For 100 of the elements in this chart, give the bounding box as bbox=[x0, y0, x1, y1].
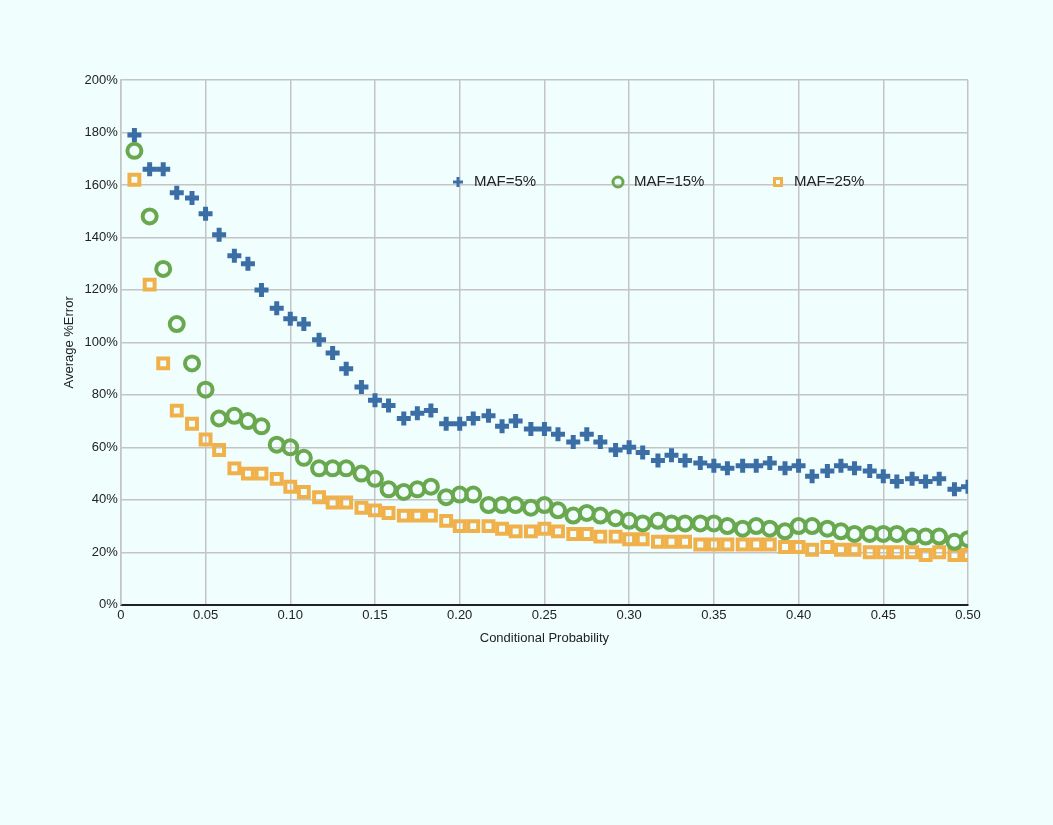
point bbox=[125, 141, 144, 160]
point bbox=[182, 188, 202, 208]
point bbox=[323, 343, 343, 363]
point bbox=[450, 414, 470, 434]
point bbox=[593, 529, 608, 544]
point bbox=[693, 537, 708, 552]
point bbox=[876, 545, 891, 560]
y-tick-label: 60% bbox=[91, 438, 119, 454]
point bbox=[312, 490, 327, 505]
point bbox=[506, 411, 526, 431]
point bbox=[521, 498, 540, 517]
point bbox=[577, 503, 596, 522]
point bbox=[351, 377, 371, 397]
point bbox=[225, 406, 244, 425]
point bbox=[847, 542, 862, 557]
point bbox=[267, 298, 287, 318]
point bbox=[410, 508, 425, 523]
point bbox=[452, 519, 467, 534]
point bbox=[379, 480, 398, 499]
point bbox=[154, 259, 173, 278]
point bbox=[929, 469, 949, 489]
point bbox=[479, 496, 498, 515]
y-tick-label: 160% bbox=[84, 176, 119, 192]
y-tick-label: 80% bbox=[91, 386, 119, 402]
y-tick-label: 20% bbox=[91, 543, 119, 559]
point bbox=[905, 545, 920, 560]
x-tick-label: 0.20 bbox=[447, 607, 473, 623]
point bbox=[760, 453, 780, 473]
point bbox=[678, 534, 692, 549]
point bbox=[421, 477, 440, 496]
y-tick-label: 100% bbox=[84, 333, 119, 349]
x-tick-label: 0.30 bbox=[616, 607, 642, 623]
point bbox=[608, 529, 623, 544]
point bbox=[690, 453, 710, 473]
point bbox=[523, 524, 538, 539]
point bbox=[833, 542, 848, 557]
point bbox=[749, 537, 764, 552]
point bbox=[396, 508, 411, 523]
y-tick-label: 40% bbox=[91, 491, 119, 507]
point bbox=[831, 456, 851, 476]
point bbox=[196, 204, 216, 224]
y-tick-label: 120% bbox=[84, 281, 119, 297]
legend-label: MAF=5% bbox=[474, 172, 537, 190]
point bbox=[281, 438, 300, 457]
point bbox=[210, 409, 229, 428]
point bbox=[183, 354, 202, 373]
point bbox=[818, 519, 837, 538]
y-axis-title: Average %Error bbox=[61, 295, 77, 389]
point bbox=[718, 517, 737, 536]
x-tick-label: 0 bbox=[117, 607, 125, 623]
y-tick-label: 180% bbox=[84, 124, 119, 140]
point bbox=[492, 416, 512, 436]
point bbox=[124, 125, 144, 145]
point bbox=[676, 514, 695, 533]
point bbox=[717, 458, 737, 478]
point bbox=[283, 479, 298, 494]
point bbox=[140, 207, 159, 226]
y-tick-label: 0% bbox=[99, 596, 119, 612]
x-tick-label: 0.45 bbox=[870, 607, 896, 623]
point bbox=[394, 409, 414, 428]
point bbox=[944, 479, 964, 499]
point bbox=[916, 527, 935, 546]
point bbox=[269, 471, 284, 486]
point bbox=[167, 183, 187, 203]
point bbox=[254, 466, 269, 481]
point bbox=[889, 545, 904, 560]
point bbox=[563, 432, 583, 452]
point bbox=[887, 524, 906, 543]
point bbox=[252, 417, 271, 436]
y-tick-label: 200% bbox=[84, 71, 119, 87]
point bbox=[421, 401, 441, 421]
point bbox=[775, 458, 795, 478]
point bbox=[127, 172, 142, 187]
point bbox=[209, 225, 229, 245]
point bbox=[805, 542, 820, 557]
point bbox=[564, 506, 583, 525]
point bbox=[720, 537, 735, 552]
point bbox=[506, 496, 525, 515]
point bbox=[337, 459, 356, 478]
point bbox=[495, 521, 510, 536]
point bbox=[310, 459, 329, 478]
x-axis-title: Conditional Probability bbox=[479, 629, 610, 645]
point bbox=[439, 513, 454, 528]
point bbox=[238, 412, 257, 431]
point bbox=[508, 524, 523, 539]
point bbox=[309, 330, 329, 350]
x-tick-label: 0.25 bbox=[531, 607, 558, 623]
x-tick-label: 0.05 bbox=[192, 607, 219, 623]
point bbox=[466, 519, 481, 534]
point bbox=[551, 524, 565, 539]
point bbox=[153, 159, 173, 179]
point bbox=[932, 545, 947, 560]
x-tick-label: 0.35 bbox=[701, 607, 727, 623]
point bbox=[185, 416, 199, 431]
point bbox=[664, 534, 679, 549]
point bbox=[481, 519, 496, 534]
point bbox=[916, 471, 936, 491]
point bbox=[437, 488, 456, 507]
point bbox=[464, 485, 483, 504]
point bbox=[650, 534, 665, 549]
